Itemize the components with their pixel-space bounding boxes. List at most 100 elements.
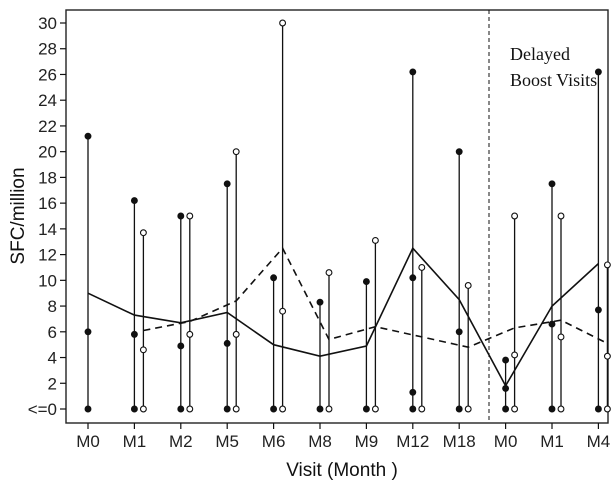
series-1-data-point <box>502 405 510 413</box>
series-1-data-point <box>409 68 417 76</box>
series-2-data-point <box>371 236 379 244</box>
series-1-data-point <box>502 356 510 364</box>
x-tick-label: M0 <box>494 432 518 451</box>
y-tick-label: 12 <box>38 246 57 265</box>
series-1-data-point <box>270 405 278 413</box>
annotation-line-2: Boost Visits <box>510 70 597 90</box>
series-1-data-point <box>409 388 417 396</box>
series-1-data-point <box>548 405 556 413</box>
series-2-data-point <box>603 405 611 413</box>
series-2-data-point <box>186 330 194 338</box>
series-1-data-point <box>177 405 185 413</box>
series-2-data-point <box>557 405 565 413</box>
series-1-data-point <box>594 405 602 413</box>
series-2-data-point <box>511 405 519 413</box>
series-2-data-point <box>325 269 333 277</box>
x-tick-label: M6 <box>262 432 286 451</box>
series-1-data-point <box>316 298 324 306</box>
y-tick-label: 4 <box>48 349 57 368</box>
series-2-data-point <box>232 405 240 413</box>
plot-frame <box>65 9 609 424</box>
series-2-data-point <box>279 405 287 413</box>
series-1-data-point <box>84 328 92 336</box>
series-1-data-point <box>223 180 231 188</box>
y-tick-label: 28 <box>38 40 57 59</box>
series-1-data-point <box>409 405 417 413</box>
series-1-data-point <box>316 405 324 413</box>
series-1-data-point <box>594 68 602 76</box>
x-axis-title: Visit (Month ) <box>286 460 398 481</box>
y-tick-label: 30 <box>38 14 57 33</box>
y-tick-label: 14 <box>38 220 57 239</box>
x-tick-label: M0 <box>76 432 100 451</box>
y-tick-label: 8 <box>48 297 57 316</box>
series-2-data-point <box>603 352 611 360</box>
series-2-data-point <box>418 405 426 413</box>
series-1-data-point <box>455 148 463 156</box>
y-tick-label: 24 <box>38 91 57 110</box>
series-2-data-point <box>464 282 472 289</box>
x-tick-label: M1 <box>123 432 147 451</box>
y-tick-label: 2 <box>48 374 57 393</box>
x-tick-label: M2 <box>169 432 193 451</box>
y-tick-label: 20 <box>38 143 57 162</box>
y-tick-label: 10 <box>38 271 57 290</box>
y-tick-label: 26 <box>38 65 57 84</box>
annotation-line-1: Delayed <box>510 44 570 64</box>
series-2-data-point <box>139 405 147 413</box>
x-tick-label: M4 <box>587 432 611 451</box>
x-tick-label: M1 <box>540 432 564 451</box>
series-2-data-point <box>511 351 519 359</box>
series-2-data-point <box>186 405 194 413</box>
series-1-data-point <box>455 405 463 413</box>
x-tick-label: M8 <box>308 432 332 451</box>
x-tick-label: M18 <box>443 432 476 451</box>
series-1-data-point <box>223 405 231 413</box>
series-1-data-point <box>130 197 138 205</box>
series-2-data-point <box>464 405 472 413</box>
series-1-data-point <box>177 212 185 220</box>
series-2-data-point <box>325 405 333 413</box>
series-1-data-point <box>362 405 370 413</box>
y-tick-label: 22 <box>38 117 57 136</box>
series-1-data-point <box>409 274 417 282</box>
series-1-data-point <box>362 278 370 286</box>
series-2-mean-line <box>143 246 608 349</box>
series-1-mean-line <box>87 246 599 388</box>
y-tick-label: <=0 <box>28 400 57 419</box>
series-1-data-point <box>270 274 278 282</box>
x-tick-label: M12 <box>396 432 429 451</box>
series-1-data-point <box>84 405 92 413</box>
series-2-data-point <box>511 212 519 220</box>
series-2-data-point <box>232 148 240 156</box>
series-1-data-point <box>594 306 602 314</box>
series-2-data-point <box>371 405 379 413</box>
series-2-data-point <box>279 19 287 27</box>
y-tick-label: 6 <box>48 323 57 342</box>
series-1-data-point <box>177 342 185 350</box>
series-2-data-point <box>139 229 147 237</box>
series-2-data-point <box>603 261 611 269</box>
series-2-data-point <box>232 330 240 338</box>
y-axis-title: SFC/million <box>8 167 29 264</box>
series-1-data-point <box>455 328 463 336</box>
x-tick-label: M9 <box>355 432 379 451</box>
series-1-data-point <box>548 180 556 188</box>
series-1-data-point <box>130 330 138 338</box>
series-2-data-point <box>557 212 565 220</box>
series-1-data-point <box>84 132 92 140</box>
series-1-data-point <box>548 320 556 328</box>
series-2-data-point <box>186 212 194 220</box>
series-1-data-point <box>223 339 231 347</box>
series-2-data-point <box>139 346 147 354</box>
series-2-data-point <box>418 264 426 271</box>
x-tick-label: M5 <box>215 432 239 451</box>
y-tick-label: 18 <box>38 168 57 187</box>
y-tick-label: 16 <box>38 194 57 213</box>
series-2-data-point <box>557 333 565 341</box>
series-2-data-point <box>279 307 287 315</box>
series-1-data-point <box>130 405 138 413</box>
marks-layer <box>84 10 611 423</box>
